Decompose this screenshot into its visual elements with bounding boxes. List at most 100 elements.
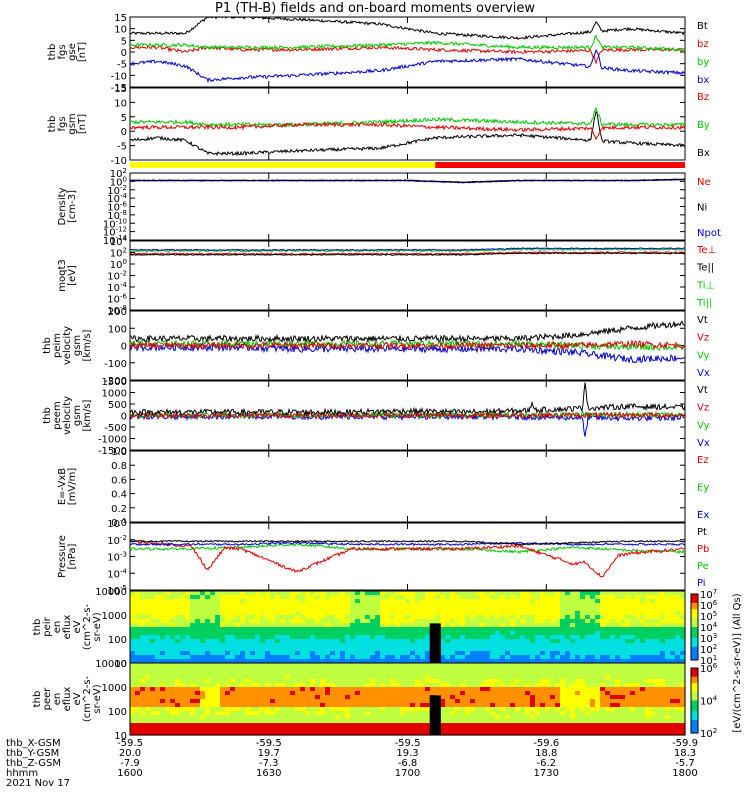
- spec-cell: [190, 607, 196, 612]
- spec-cell: [600, 683, 606, 688]
- spec-cell: [170, 595, 176, 600]
- spec-cell: [520, 723, 526, 728]
- spec-cell: [275, 667, 281, 672]
- spec-cell: [295, 659, 301, 664]
- spec-cell: [185, 691, 191, 696]
- spec-cell: [465, 631, 471, 636]
- spec-cell: [265, 603, 271, 608]
- spec-cell: [320, 607, 326, 612]
- spec-cell: [240, 715, 246, 720]
- spec-cell: [375, 651, 381, 656]
- spec-cell: [370, 643, 376, 648]
- spec-cell: [365, 647, 371, 652]
- spec-cell: [670, 591, 676, 596]
- spec-cell: [330, 611, 336, 616]
- spec-cell: [180, 635, 186, 640]
- spec-cell: [510, 711, 516, 716]
- spec-cell: [510, 691, 516, 696]
- spec-cell: [455, 715, 461, 720]
- spec-cell: [470, 715, 476, 720]
- spec-cell: [290, 675, 296, 680]
- spec-cell: [230, 611, 236, 616]
- spec-cell: [610, 603, 616, 608]
- spec-cell: [295, 699, 301, 704]
- spec-cell: [315, 659, 321, 664]
- spec-cell: [660, 695, 666, 700]
- spec-cell: [585, 591, 591, 596]
- spec-cell: [570, 643, 576, 648]
- spec-cell: [275, 719, 281, 724]
- spec-cell: [295, 687, 301, 692]
- spec-cell: [230, 659, 236, 664]
- spec-cell: [285, 619, 291, 624]
- spec-cell: [545, 623, 551, 628]
- spec-cell: [355, 635, 361, 640]
- spec-cell: [580, 659, 586, 664]
- spec-cell: [195, 667, 201, 672]
- spec-cell: [455, 667, 461, 672]
- spec-cell: [295, 643, 301, 648]
- spec-cell: [320, 619, 326, 624]
- spec-cell: [450, 663, 456, 668]
- spec-cell: [240, 615, 246, 620]
- spec-cell: [415, 635, 421, 640]
- spec-cell: [350, 679, 356, 684]
- spec-cell: [340, 599, 346, 604]
- spec-cell: [230, 687, 236, 692]
- colorbar-cell: [691, 672, 698, 675]
- spec-cell: [410, 671, 416, 676]
- spec-cell: [425, 727, 431, 732]
- spec-cell: [615, 611, 621, 616]
- spec-cell: [415, 599, 421, 604]
- spec-cell: [595, 659, 601, 664]
- spec-cell: [550, 727, 556, 732]
- spec-cell: [575, 703, 581, 708]
- spec-cell: [375, 723, 381, 728]
- spec-cell: [630, 671, 636, 676]
- spec-cell: [210, 603, 216, 608]
- spec-cell: [280, 723, 286, 728]
- spec-cell: [425, 655, 431, 660]
- colorbar-tick: 103: [700, 632, 717, 645]
- spec-cell: [625, 651, 631, 656]
- y-tick-label: 100: [110, 175, 127, 188]
- spec-cell: [630, 667, 636, 672]
- spec-cell: [360, 659, 366, 664]
- spec-cell: [670, 627, 676, 632]
- spec-cell: [260, 727, 266, 732]
- spec-cell: [675, 667, 681, 672]
- spec-cell: [290, 703, 296, 708]
- spec-cell: [525, 699, 531, 704]
- spec-cell: [350, 647, 356, 652]
- spec-cell: [425, 703, 431, 708]
- spec-cell: [185, 631, 191, 636]
- spec-cell: [255, 627, 261, 632]
- spec-cell: [305, 603, 311, 608]
- spec-cell: [595, 699, 601, 704]
- spec-cell: [135, 623, 141, 628]
- spec-cell: [510, 643, 516, 648]
- spec-cell: [440, 631, 446, 636]
- spec-cell: [410, 707, 416, 712]
- spec-cell: [250, 623, 256, 628]
- spec-cell: [275, 715, 281, 720]
- spec-cell: [230, 619, 236, 624]
- spec-cell: [395, 615, 401, 620]
- spec-cell: [280, 695, 286, 700]
- spec-cell: [540, 615, 546, 620]
- spec-cell: [595, 675, 601, 680]
- spec-cell: [415, 683, 421, 688]
- spec-cell: [530, 631, 536, 636]
- spec-cell: [560, 671, 566, 676]
- spec-cell: [585, 667, 591, 672]
- spec-cell: [330, 619, 336, 624]
- spec-cell: [585, 671, 591, 676]
- spec-cell: [525, 607, 531, 612]
- spec-cell: [160, 647, 166, 652]
- spec-cell: [665, 731, 671, 736]
- spec-cell: [565, 603, 571, 608]
- spec-cell: [435, 611, 441, 616]
- spec-cell: [480, 631, 486, 636]
- spec-cell: [165, 699, 171, 704]
- spec-cell: [315, 667, 321, 672]
